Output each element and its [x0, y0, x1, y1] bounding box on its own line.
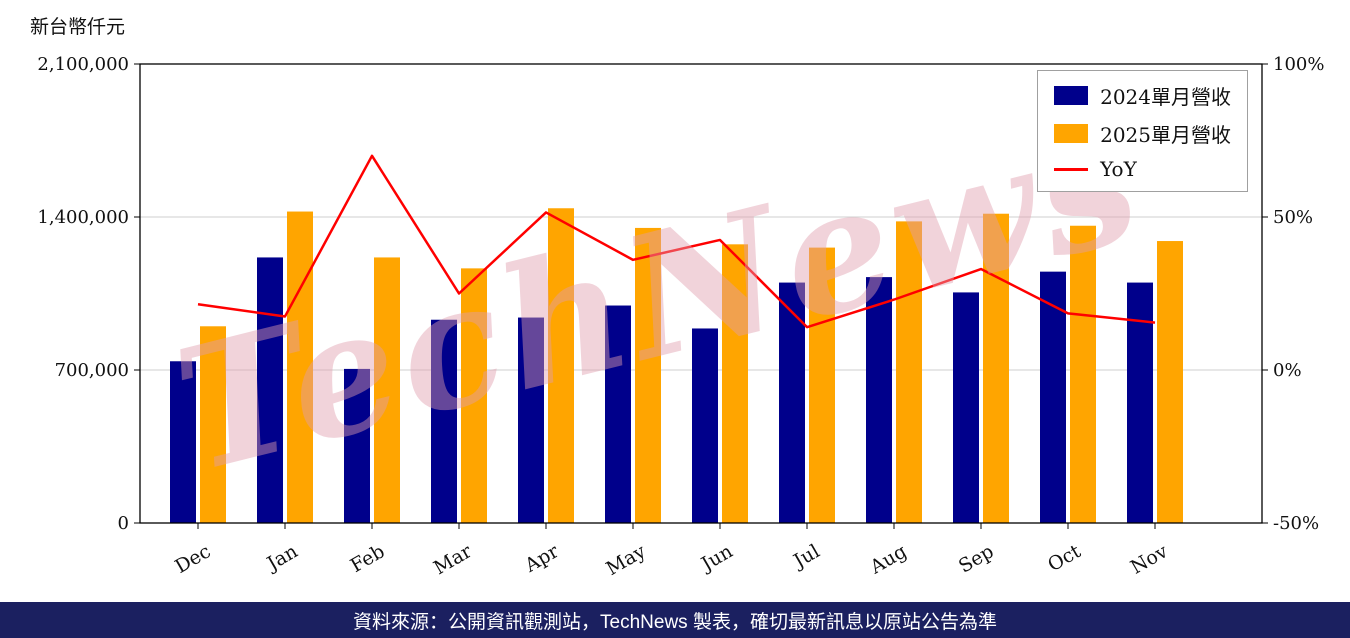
x-tick-label-Mar: Mar	[430, 540, 476, 579]
bar-2024-Aug	[866, 277, 892, 523]
yoy-line	[197, 154, 1156, 329]
legend-swatch-2025-icon	[1054, 124, 1089, 143]
x-tick-label-May: May	[603, 540, 650, 580]
bar-2025-Nov	[1157, 241, 1183, 524]
bar-2025-Jan	[287, 211, 313, 524]
legend-label-yoy: YoY	[1100, 157, 1137, 181]
x-tick-label-Jun: Jun	[696, 540, 737, 576]
bar-2025-Aug	[896, 221, 922, 523]
right-tick-label: 50%	[1273, 207, 1313, 228]
chart-canvas: 0 700,000 1,400,000 2,100,000 -50% 0% 50% 100% D…	[37, 54, 1324, 580]
bar-2024-Nov	[1127, 282, 1153, 523]
left-tick-label: 1,400,000	[37, 207, 129, 228]
legend-item-yoy: YoY	[1054, 157, 1231, 181]
bar-2025-Sep	[983, 213, 1009, 523]
left-tick-label: 2,100,000	[37, 54, 129, 75]
bar-2024-May	[605, 305, 631, 523]
bar-2024-Sep	[953, 292, 979, 523]
bar-2025-Apr	[548, 208, 574, 523]
legend-label-2025: 2025單月營收	[1100, 123, 1231, 147]
right-tick-label: -50%	[1273, 513, 1319, 534]
x-tick-label-Jul: Jul	[788, 540, 823, 573]
x-tick-label-Oct: Oct	[1044, 540, 1085, 576]
legend-swatch-2024-icon	[1054, 86, 1089, 105]
bar-2024-Jul	[779, 282, 805, 523]
footer-text: 資料來源：公開資訊觀測站，TechNews 製表，確切最新訊息以原站公告為準	[353, 611, 997, 633]
bar-2024-Feb	[344, 368, 370, 523]
bar-2025-May	[635, 227, 661, 523]
bar-2024-Jan	[257, 257, 283, 523]
right-tick-label: 0%	[1273, 360, 1302, 381]
x-tick-label-Aug: Aug	[866, 540, 911, 579]
bar-2024-Jun	[692, 328, 718, 523]
bar-2024-Apr	[518, 317, 544, 523]
y-axis-unit-label: 新台幣仟元	[30, 16, 126, 38]
x-tick-label-Sep: Sep	[955, 540, 998, 577]
bar-2024-Dec	[170, 361, 196, 523]
bar-2024-Mar	[431, 319, 457, 523]
legend-item-2025: 2025單月營收	[1054, 119, 1231, 148]
bar-2024-Oct	[1040, 271, 1066, 523]
bar-2025-Dec	[200, 326, 226, 523]
right-tick-label: 100%	[1273, 54, 1324, 75]
bar-2025-Oct	[1070, 225, 1096, 523]
legend-swatch-yoy-line-icon	[1054, 167, 1089, 171]
chart-legend: 2024單月營收 2025單月營收 YoY	[1037, 70, 1248, 192]
left-tick-label: 0	[118, 513, 129, 534]
bar-2025-Jun	[722, 244, 748, 524]
x-tick-label-Dec: Dec	[171, 540, 214, 578]
footer-bar: 資料來源：公開資訊觀測站，TechNews 製表，確切最新訊息以原站公告為準	[0, 602, 1350, 638]
left-tick-label: 700,000	[55, 360, 129, 381]
x-tick-label-Nov: Nov	[1127, 540, 1172, 579]
legend-label-2024: 2024單月營收	[1100, 85, 1231, 109]
legend-item-2024: 2024單月營收	[1054, 81, 1231, 110]
bar-2025-Mar	[461, 268, 487, 523]
x-tick-label-Jan: Jan	[262, 540, 302, 576]
bar-2025-Jul	[809, 247, 835, 523]
x-tick-label-Feb: Feb	[347, 540, 389, 577]
bar-2025-Feb	[374, 257, 400, 523]
x-tick-label-Apr: Apr	[520, 540, 563, 577]
plot-border	[139, 63, 1263, 524]
